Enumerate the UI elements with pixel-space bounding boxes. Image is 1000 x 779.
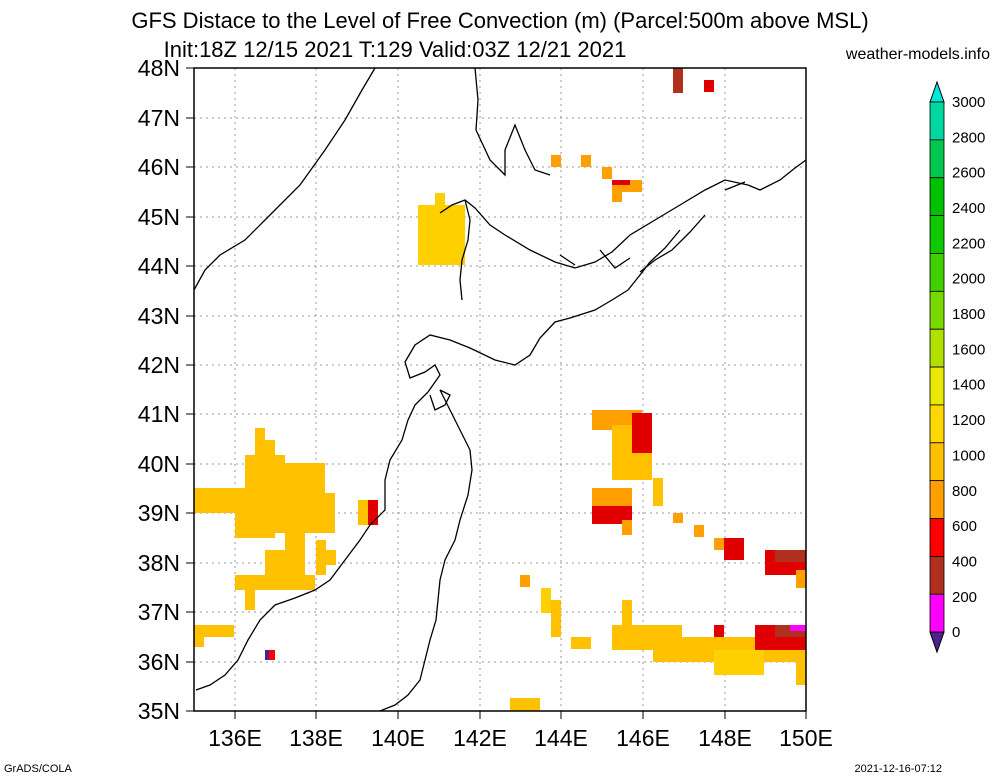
colorbar-segment (929, 101, 945, 141)
lat-label: 45N (138, 204, 180, 230)
lon-label: 148E (698, 725, 752, 751)
colorbar-label: 800 (952, 483, 977, 500)
colorbar-label: 2600 (952, 165, 985, 182)
lon-label: 138E (289, 725, 343, 751)
lat-label: 43N (138, 303, 180, 329)
lat-label: 41N (138, 401, 180, 427)
colorbar-segment (929, 556, 945, 595)
lat-label: 39N (138, 500, 180, 526)
colorbar-label: 1800 (952, 306, 985, 323)
chart-subtitle: Init:18Z 12/15 2021 T:129 Valid:03Z 12/2… (163, 37, 627, 62)
colorbar-label: 3000 (952, 94, 985, 111)
colorbar-segment (929, 404, 945, 444)
lon-label: 150E (779, 725, 833, 751)
lat-label: 36N (138, 649, 180, 675)
field-patch-red (368, 500, 378, 525)
lon-label: 146E (616, 725, 670, 751)
axis-ticks (186, 67, 807, 719)
field-patch-red-small (269, 650, 275, 660)
field-patch-kuril (551, 68, 714, 202)
lat-label: 46N (138, 154, 180, 180)
colorbar-segment (929, 442, 945, 482)
lat-label: 35N (138, 698, 180, 724)
colorbar-segment (929, 328, 945, 368)
lat-label: 42N (138, 352, 180, 378)
colorbar-label: 2800 (952, 129, 985, 146)
colorbar-label: 400 (952, 553, 977, 570)
colorbar-label: 0 (952, 624, 960, 641)
colorbar-segment (929, 593, 945, 633)
colorbar-segment (929, 518, 945, 557)
site-credit: weather-models.info (845, 46, 990, 63)
colorbar-label: 2000 (952, 271, 985, 288)
colorbar-segment (929, 290, 945, 330)
lon-label: 136E (208, 725, 262, 751)
colorbar-label: 1000 (952, 447, 985, 464)
coastlines (193, 67, 807, 712)
colorbar-segment (929, 480, 945, 519)
colorbar-label: 200 (952, 589, 977, 606)
colorbar-segment (929, 366, 945, 406)
map-area (194, 68, 806, 711)
lat-label: 47N (138, 105, 180, 131)
colorbar-bottom-arrow (929, 631, 945, 654)
colorbar-label: 1200 (952, 412, 985, 429)
chart-title: GFS Distace to the Level of Free Convect… (131, 8, 869, 33)
colorbar-label: 1400 (952, 377, 985, 394)
timestamp: 2021-12-16-07:12 (854, 763, 942, 775)
colorbar-label: 2400 (952, 200, 985, 217)
colorbar-segment (929, 253, 945, 292)
lat-labels: 48N 47N 46N 45N 44N 43N 42N 41N 40N 39N … (138, 55, 180, 724)
colorbar-segment (929, 139, 945, 179)
colorbar-segment (929, 215, 945, 254)
lon-label: 142E (453, 725, 507, 751)
lfc-shading (194, 68, 806, 711)
lon-labels: 136E 138E 140E 142E 144E 146E 148E 150E (208, 725, 833, 751)
colorbar-segment (929, 177, 945, 217)
lat-label: 38N (138, 550, 180, 576)
field-patch-hokkaido-top (435, 193, 445, 205)
lon-label: 144E (534, 725, 588, 751)
lat-label: 44N (138, 253, 180, 279)
colorbar-label: 2200 (952, 235, 985, 252)
lat-label: 48N (138, 55, 180, 81)
colorbar-label: 600 (952, 518, 977, 535)
lat-label: 37N (138, 599, 180, 625)
field-patch-hokkaido (418, 205, 465, 265)
colorbar-top-arrow (929, 80, 945, 103)
map-frame (193, 67, 807, 712)
lon-label: 140E (371, 725, 425, 751)
colorbar: 3000280026002400220020001800160014001200… (929, 80, 985, 654)
colorbar-label: 1600 (952, 341, 985, 358)
field-patch-pacific (510, 410, 806, 711)
lat-label: 40N (138, 451, 180, 477)
software-credit: GrADS/COLA (4, 763, 72, 775)
